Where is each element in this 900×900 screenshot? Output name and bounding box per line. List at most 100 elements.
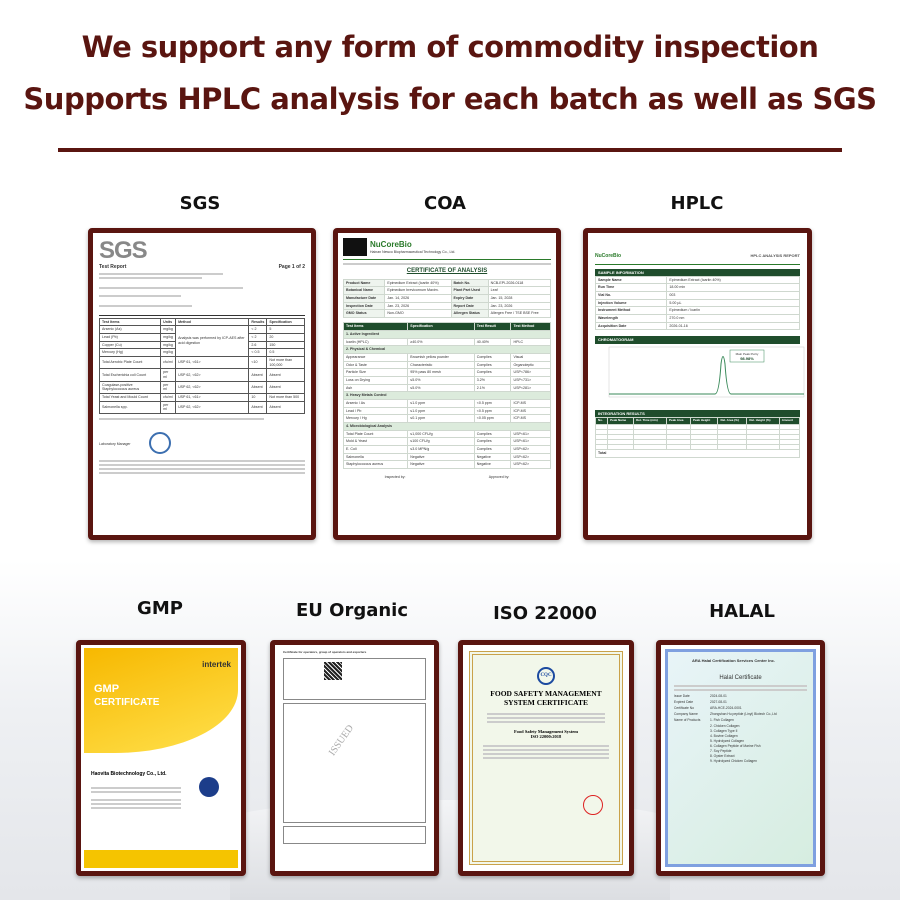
sample-cell: Wavelength <box>594 314 668 323</box>
table-cell: USP 62, <62> <box>175 368 250 382</box>
info-row: Product Name Epimedium Extract (Icariin 4… <box>342 278 552 288</box>
table-cell: USP<62> <box>510 460 551 469</box>
table-cell: Negative <box>407 460 475 469</box>
sample-cell: Run Time <box>594 283 668 293</box>
info-cell: Batch No. <box>450 278 489 288</box>
table-cell: 150 <box>266 340 305 350</box>
table-cell: Lead (Pb) <box>98 332 162 342</box>
total-label: Total <box>595 448 800 458</box>
info-cell: Leaf <box>487 286 552 296</box>
halal-certificate: ARA Halal Certification Services Center … <box>656 640 825 876</box>
table-cell: Total Escherichia coli Count <box>98 368 162 382</box>
table-cell: Staphylococcus aureus <box>342 460 409 469</box>
table-cell: Complies <box>473 360 512 370</box>
sample-row: Instrument Method Epimedium / Icariin <box>594 306 800 316</box>
table-cell: 0.5 <box>266 348 305 357</box>
field-label: Certificate No <box>674 706 694 710</box>
label-coa: COA <box>424 193 466 214</box>
table-cell: mg/kg <box>160 348 177 357</box>
info-cell: Report Date <box>450 301 489 311</box>
table-row: Salmonella spp. per ml USP 62, <62> Absent A… <box>98 400 305 414</box>
table-cell <box>594 443 609 450</box>
table-cell: < 2 <box>248 325 268 334</box>
coa-tests-table: Test Items Specification Test Result Test M… <box>342 322 551 469</box>
cqc-logo: CQC <box>537 667 555 685</box>
table-row: Lead / Pb ≤1.0 ppm <0.5 ppm ICP-MS <box>342 406 551 416</box>
table-header: Peak Area <box>666 416 692 425</box>
table-row: Mold & Yeast ≤100 CFU/g Complies USP<61> <box>342 437 551 446</box>
intertek-globe <box>199 777 219 797</box>
info-cell: Allergen Free / TSE BSE Free <box>487 309 552 319</box>
info-cell: Manufacture Date <box>342 294 386 303</box>
table-cell: Total Plate Count <box>342 429 409 439</box>
company-name: Haovita Biotechnology Co., Ltd. <box>91 771 167 777</box>
section-row: 3. Heavy Metals Control <box>343 391 551 400</box>
table-cell: Appearance <box>342 352 409 362</box>
table-cell: 5 <box>266 325 305 334</box>
brand-name: NuCoreBio <box>370 239 412 249</box>
table-cell: ≤1,000 CFU/g <box>407 429 475 439</box>
table-cell: Negative <box>407 452 475 462</box>
table-cell: HPLC <box>510 337 551 347</box>
method-cell: Analysis was performed by ICP-AES after … <box>175 325 250 357</box>
info-cell: Epimedium Extract (Icariin 40%) <box>384 278 452 288</box>
table-cell: Ash <box>342 383 409 393</box>
table-header: Test Items <box>98 317 162 327</box>
label-eu-organic: EU Organic <box>295 600 409 621</box>
info-row: Botanical Name Epimedium brevicornum Maxi… <box>342 286 552 296</box>
info-cell: Jan. 23, 2026 <box>487 301 552 311</box>
table-cell: Particle Size <box>342 368 409 377</box>
table-cell: cfu/ml <box>160 355 177 370</box>
sample-cell: 270.0 nm <box>666 314 800 323</box>
table-header: Results <box>248 317 268 327</box>
gmp-title: GMP <box>94 683 120 695</box>
table-cell: ≤0.1 ppm <box>407 414 475 423</box>
info-cell: Jan. 23, 2026 <box>384 301 452 311</box>
iso-title-1: FOOD SAFETY MANAGEMENT <box>490 689 602 698</box>
sample-cell: 5.00 µL <box>666 298 800 308</box>
table-cell <box>778 443 801 450</box>
table-header: Test Items <box>342 322 409 331</box>
report-title: Test Report <box>99 264 127 270</box>
table-cell: Absent <box>266 380 305 394</box>
info-cell: Allergen Status <box>450 309 489 319</box>
table-header: Specification <box>407 322 475 331</box>
table-header: Method <box>175 317 250 327</box>
table-cell: Complies <box>473 368 512 377</box>
hplc-title: HPLC ANALYSIS REPORT <box>750 253 801 258</box>
table-row: Staphylococcus aureus Negative Negative USP… <box>342 460 551 469</box>
halal-field: Company Name Zhongshan Hu peptide (Linyi)… <box>674 712 807 716</box>
iso-system: Food Safety Management System <box>513 729 579 734</box>
sample-row: Acquisition Date 2026-01-16 <box>594 321 800 331</box>
table-cell: Complies <box>473 429 512 439</box>
sgs-logo: SGS <box>99 237 148 264</box>
sample-row: Vial No. 003 <box>594 291 800 300</box>
sample-row: Injection Volume 5.00 µL <box>594 298 800 308</box>
section-name: 1. Active Ingredient <box>343 329 551 339</box>
sample-cell: 003 <box>666 291 800 300</box>
headline-2: Supports HPLC analysis for each batch as… <box>23 82 877 116</box>
brand-name: NuCoreBio <box>595 253 622 259</box>
table-header: Amount <box>778 416 801 425</box>
table-row: Arsenic (As) mg/kg Analysis was performed … <box>98 325 305 357</box>
peak-label: Main Peak Purity <box>736 352 759 356</box>
field-value: Zhongshan Hu peptide (Linyi) Biotech Co.… <box>710 712 777 716</box>
table-header: No. <box>594 416 609 425</box>
gmp-certificate: intertek GMP CERTIFICATE Haovita Biotech… <box>76 640 246 876</box>
halal-field: Certificate No ARA-HCE-2024-0001 <box>674 706 807 710</box>
sample-cell: Sample Name <box>594 275 668 285</box>
table-cell: per ml <box>160 380 177 394</box>
info-row: GMO Status Non-GMO Allergen Status Allergen… <box>342 309 552 319</box>
table-cell: Mercury / Hg <box>342 414 409 423</box>
sample-row: Run Time 18.00 min <box>594 283 800 293</box>
table-row: Total Plate Count ≤1,000 CFU/g Complies USP… <box>342 429 551 439</box>
info-row: Manufacture Date Jan. 14, 2026 Expiry Date… <box>342 294 552 303</box>
hplc-report: NuCoreBio HPLC ANALYSIS REPORT SAMPLE INF… <box>583 228 812 540</box>
table-row <box>594 443 801 450</box>
table-row: Appearance Brownish yellow powder Complies… <box>342 352 551 362</box>
field-label: Issue Date <box>674 694 690 698</box>
table-cell: USP<62> <box>510 452 551 462</box>
table-header: Specification <box>266 317 305 327</box>
table-cell: USP<281> <box>510 383 551 393</box>
product-item: 4. Bovine Collagen <box>710 734 738 738</box>
